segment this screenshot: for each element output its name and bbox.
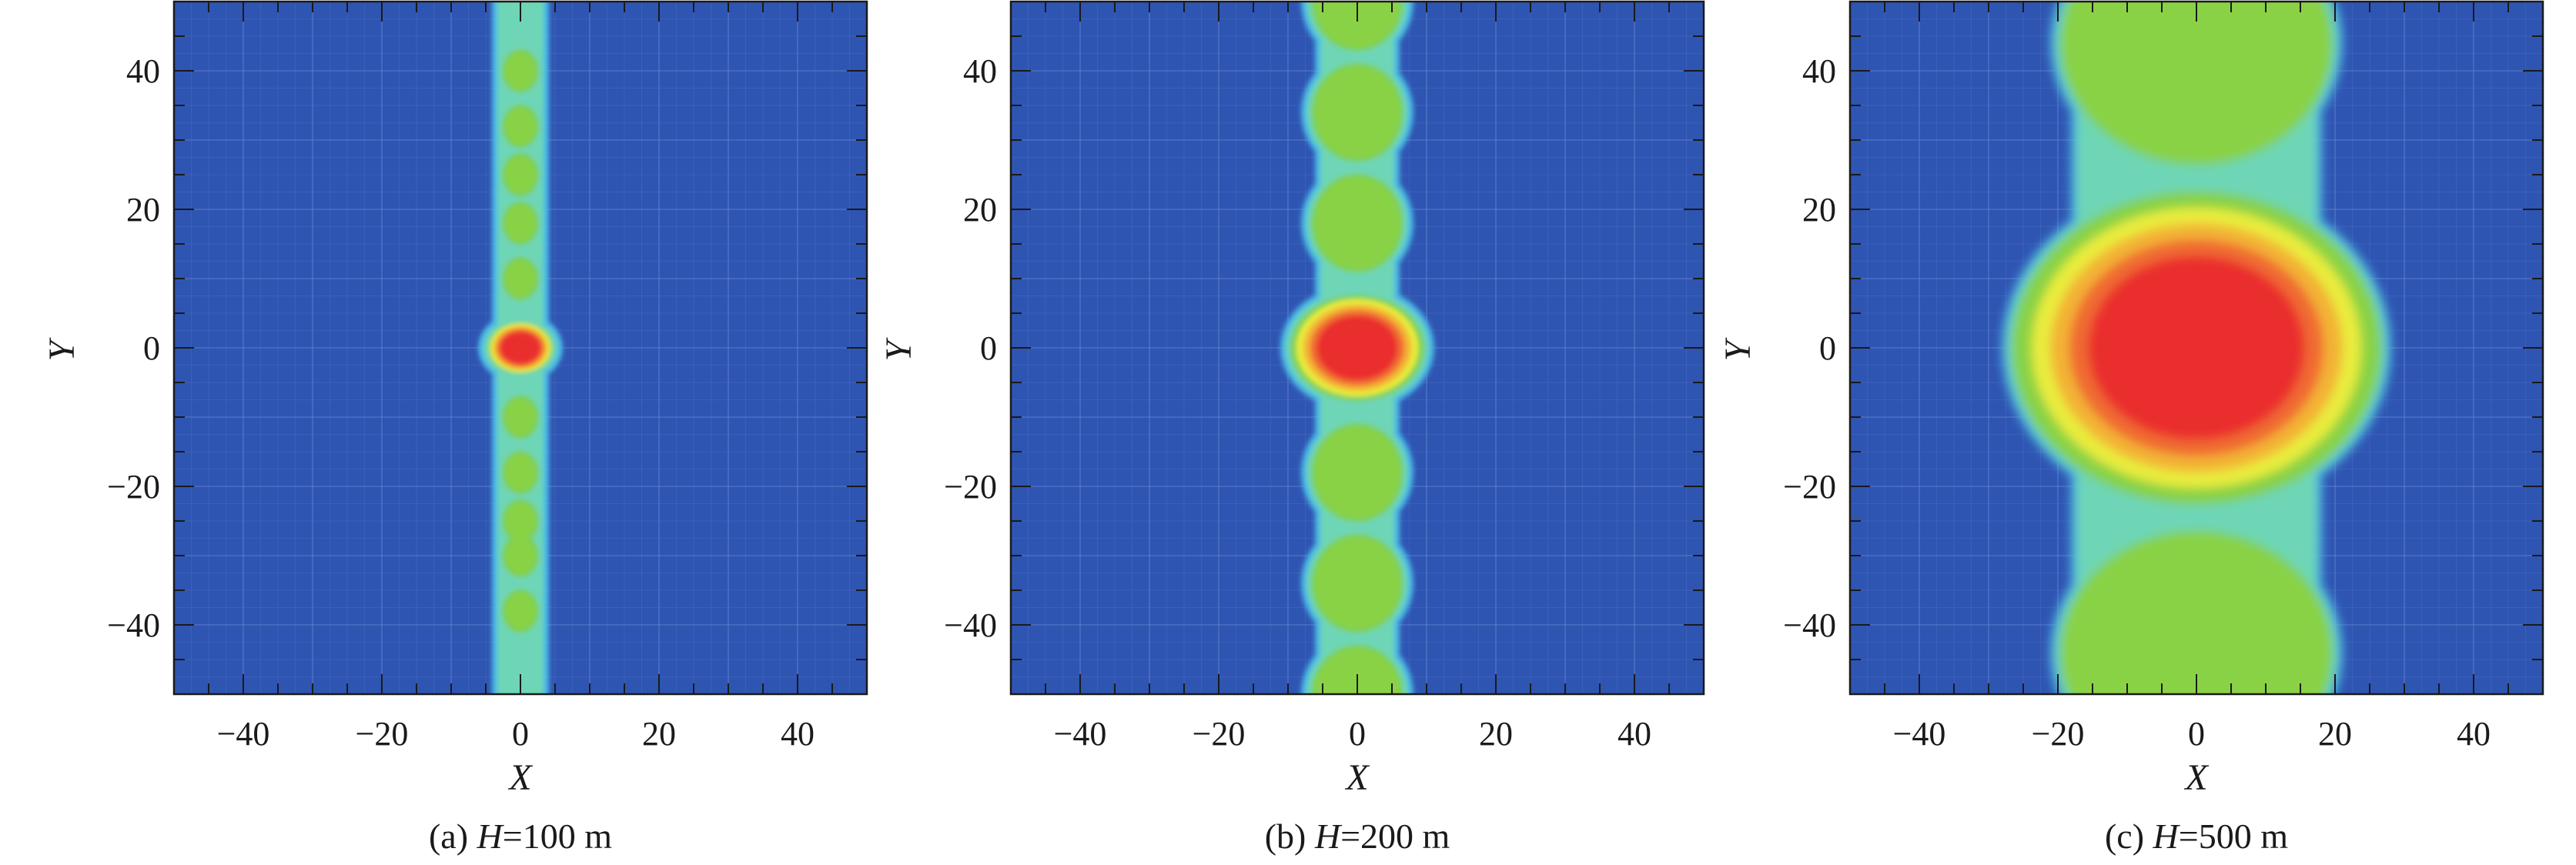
- side-lobe: [506, 454, 535, 491]
- y-axis-label: Y: [1718, 337, 1758, 361]
- side-lobe: [506, 108, 535, 145]
- panel-b: −40 −20 0 20 40 −40 −20 0 20 40 X Y (b) H=200 m: [878, 0, 1705, 856]
- caption-variable: H: [2153, 817, 2181, 856]
- side-lobe: [506, 537, 535, 574]
- peak-contour: [2088, 255, 2305, 441]
- x-tick-label: 0: [512, 715, 529, 753]
- y-tick-label: −40: [944, 606, 997, 644]
- caption-space: [468, 817, 477, 856]
- peak-contour: [1316, 316, 1398, 380]
- caption-panel-label: (a): [429, 817, 468, 856]
- y-tick-label: 0: [1819, 329, 1836, 367]
- x-tick-label: −20: [2032, 715, 2085, 753]
- side-lobe: [2064, 534, 2329, 694]
- caption-variable: H: [477, 817, 505, 856]
- y-tick-label: 40: [1802, 52, 1836, 90]
- y-axis-label: Y: [878, 337, 919, 361]
- y-tick-label: −40: [107, 606, 160, 644]
- side-lobe: [506, 593, 535, 630]
- x-tick-label: −40: [1054, 715, 1107, 753]
- x-tick-label: −40: [1893, 715, 1946, 753]
- side-lobe: [506, 52, 535, 89]
- caption-panel-label: (c): [2105, 817, 2144, 856]
- x-tick-label: 40: [781, 715, 815, 753]
- side-lobe: [506, 399, 535, 436]
- y-tick-label: −20: [944, 468, 997, 506]
- side-lobe: [1315, 648, 1400, 694]
- caption-value: =500 m: [2179, 817, 2288, 856]
- x-tick-label: 20: [2318, 715, 2352, 753]
- intensity-field: [1280, 2, 1434, 694]
- panel-a: −40 −20 0 20 40 −40 −20 0 20 40 X Y (a) H=100 m: [42, 0, 868, 856]
- x-tick-label: −40: [217, 715, 270, 753]
- panel-c: −40 −20 0 20 40 −40 −20 0 20 40 X Y (c) H=500 m: [1718, 0, 2544, 856]
- caption-variable: H: [1314, 817, 1343, 856]
- axis-ticks: [1850, 2, 2543, 694]
- panel-caption: (c) H=500 m: [2105, 817, 2288, 856]
- x-tick-label: −20: [1193, 715, 1246, 753]
- x-tick-label: 20: [642, 715, 676, 753]
- x-tick-label: −20: [356, 715, 409, 753]
- y-tick-label: −40: [1783, 606, 1836, 644]
- y-tick-label: 20: [1802, 191, 1836, 229]
- intensity-field: [2002, 2, 2391, 694]
- x-tick-label: 20: [1479, 715, 1513, 753]
- panel-caption: (b) H=200 m: [1265, 817, 1450, 856]
- x-tick-label: 0: [1349, 715, 1366, 753]
- side-lobe: [1315, 2, 1400, 48]
- side-lobe: [1315, 537, 1400, 630]
- x-axis-label: X: [2183, 757, 2209, 798]
- y-tick-label: −20: [107, 468, 160, 506]
- axis-ticks: [174, 2, 867, 694]
- y-tick-label: −20: [1783, 468, 1836, 506]
- side-lobe: [1315, 177, 1400, 269]
- y-tick-label: 20: [963, 191, 997, 229]
- y-tick-label: 0: [143, 329, 160, 367]
- side-lobe: [506, 260, 535, 297]
- caption-space: [1306, 817, 1315, 856]
- y-tick-label: 0: [980, 329, 997, 367]
- side-lobe: [506, 503, 535, 539]
- y-axis-label: Y: [42, 337, 82, 361]
- x-tick-label: 0: [2188, 715, 2205, 753]
- x-tick-label: 40: [2457, 715, 2491, 753]
- side-lobe: [1315, 66, 1400, 159]
- y-tick-label: 40: [126, 52, 160, 90]
- panel-caption: (a) H=100 m: [429, 817, 612, 856]
- y-tick-label: 20: [126, 191, 160, 229]
- intensity-field: [478, 2, 563, 694]
- axis-ticks: [1011, 2, 1704, 694]
- caption-value: =100 m: [503, 817, 612, 856]
- x-axis-label: X: [1344, 757, 1370, 798]
- side-lobe: [2064, 2, 2329, 162]
- caption-space: [2144, 817, 2153, 856]
- y-tick-label: 40: [963, 52, 997, 90]
- caption-panel-label: (b): [1265, 817, 1306, 856]
- x-axis-label: X: [507, 757, 533, 798]
- side-lobe: [506, 205, 535, 242]
- side-lobe: [506, 156, 535, 193]
- side-lobe: [1315, 426, 1400, 519]
- caption-value: =200 m: [1340, 817, 1450, 856]
- peak-contour: [500, 332, 541, 364]
- x-tick-label: 40: [1618, 715, 1651, 753]
